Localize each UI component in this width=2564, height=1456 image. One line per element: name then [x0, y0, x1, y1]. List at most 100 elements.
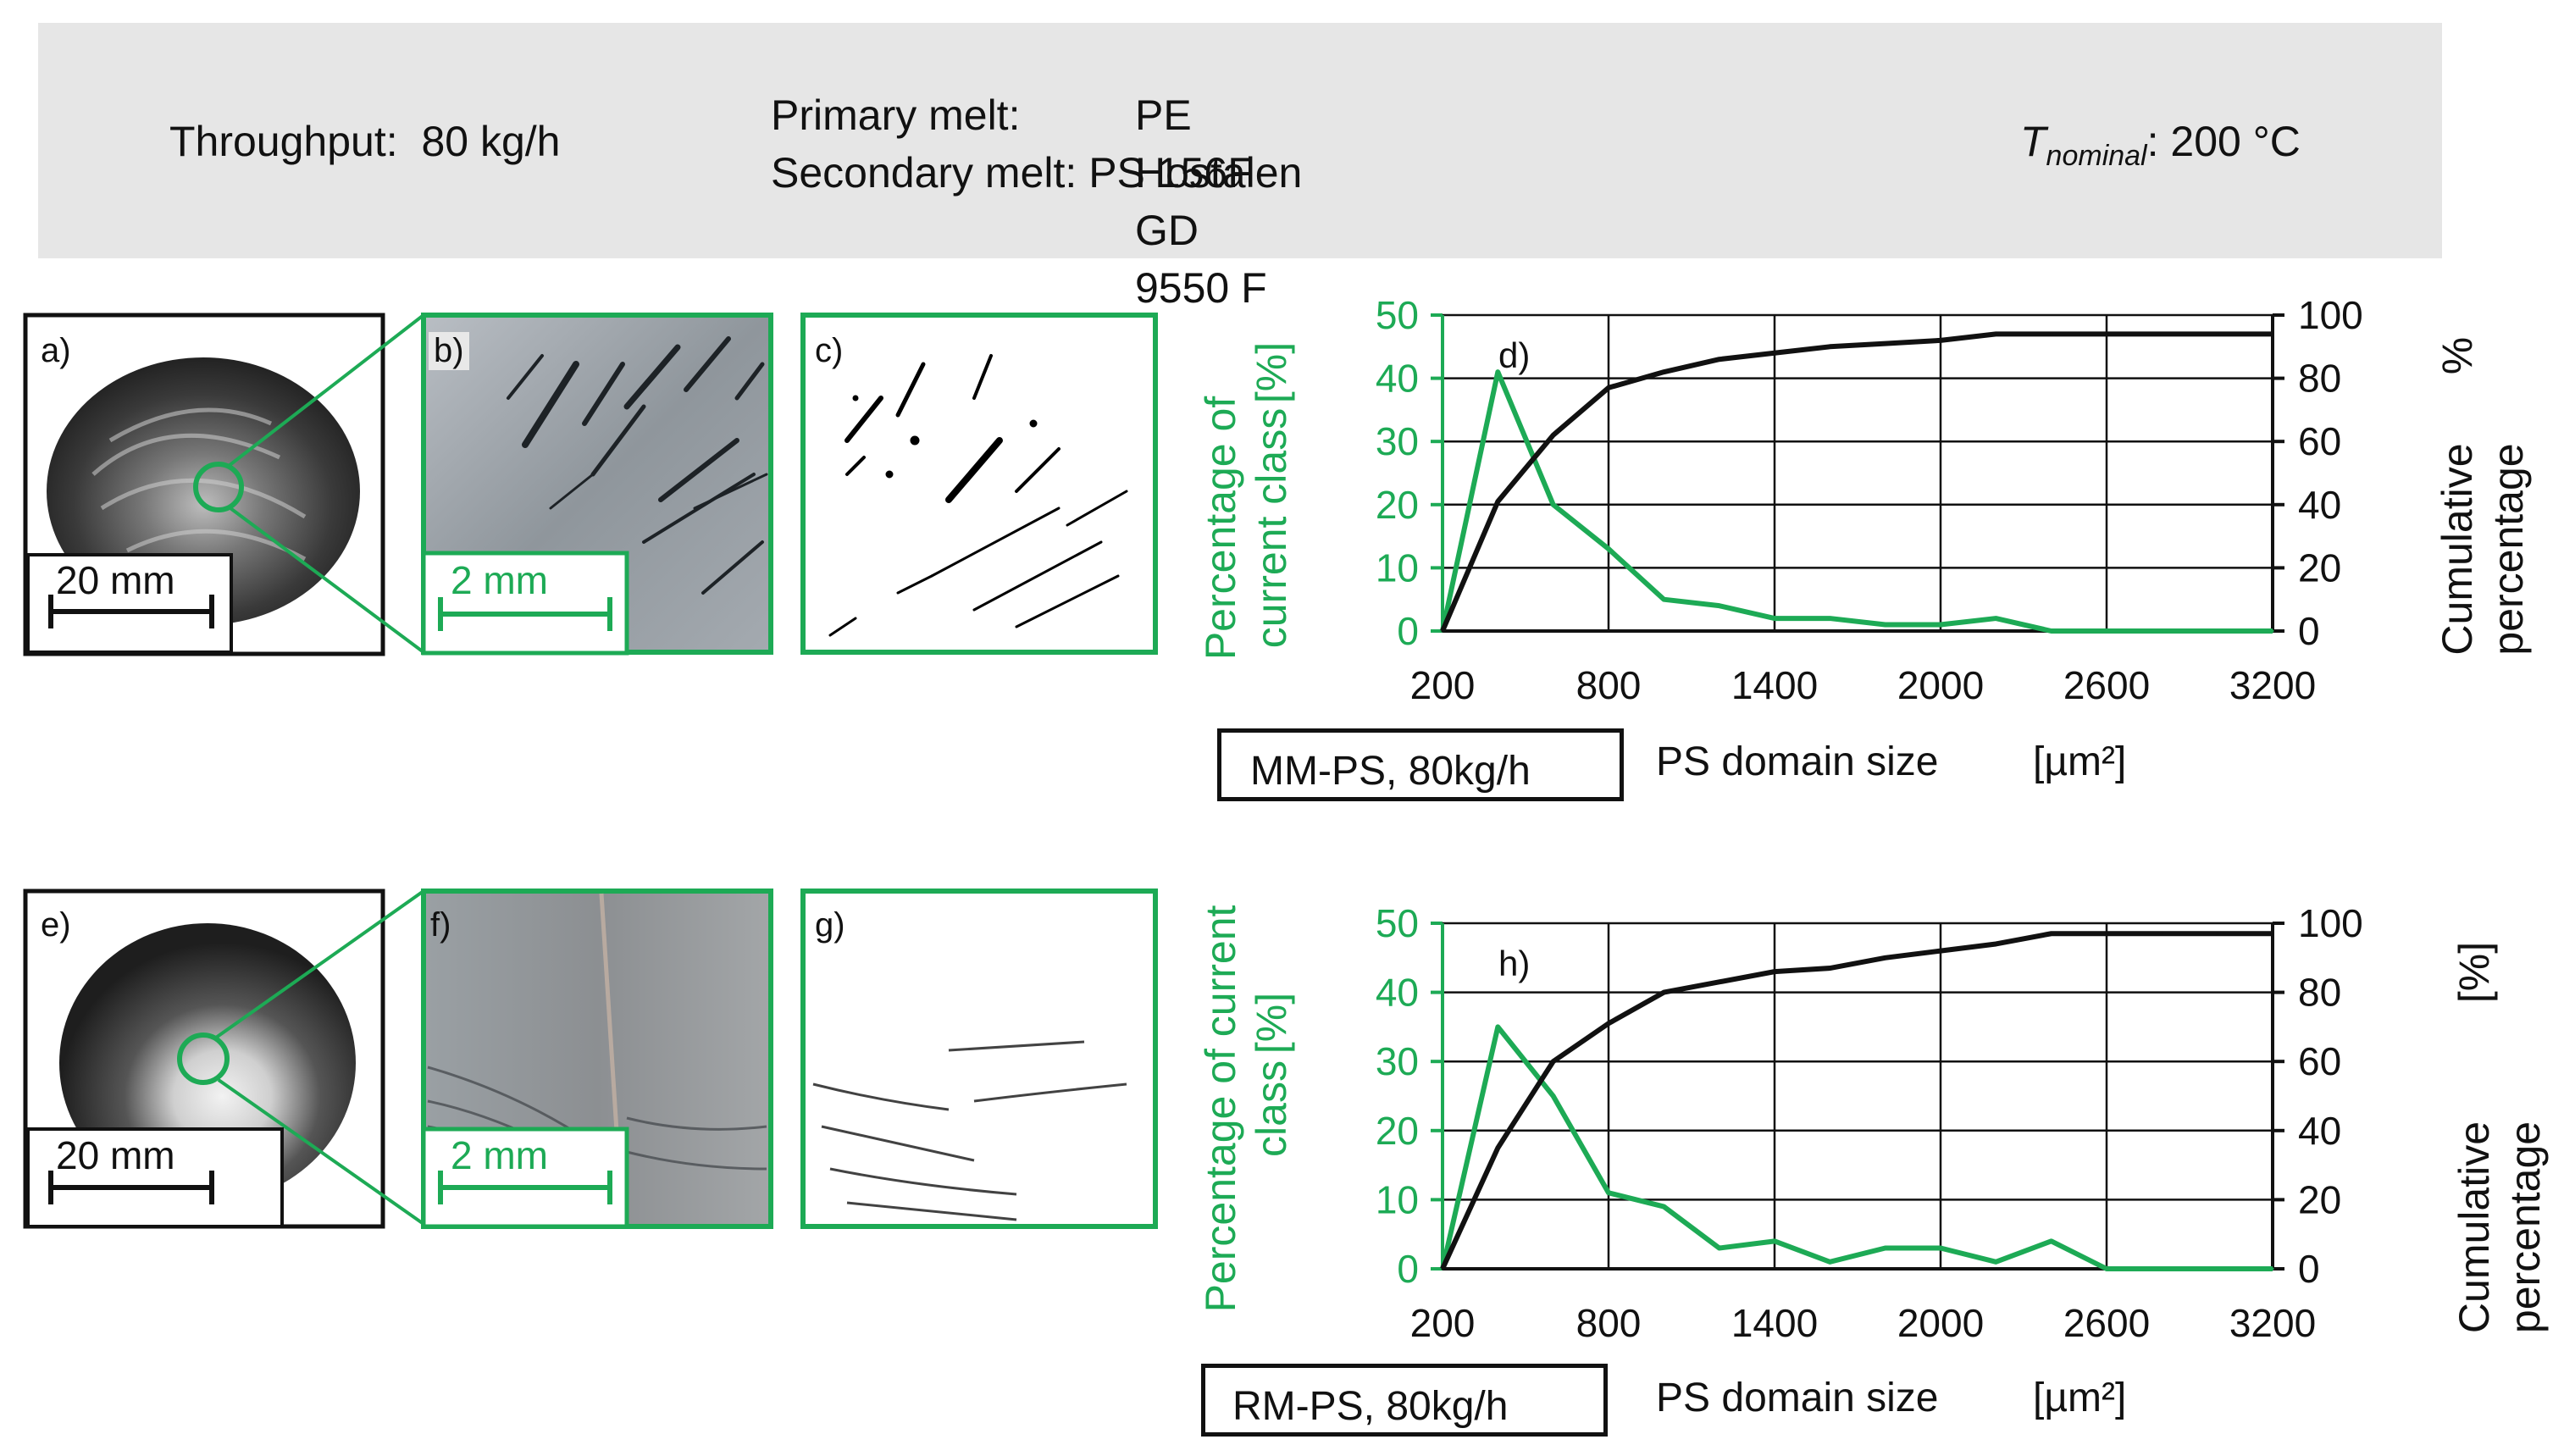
x-tick-label: 800 — [1576, 1301, 1642, 1345]
series-point-cumulative — [1773, 970, 1776, 973]
series-point-cumulative — [2105, 332, 2108, 335]
x-tick-label: 800 — [1576, 663, 1642, 707]
sample-label-box-1: MM-PS, 80kg/h — [1217, 728, 1624, 801]
y-tick-label-left: 20 — [1376, 1109, 1419, 1153]
series-point-cumulative — [1994, 942, 1997, 945]
micro-f-scratch — [599, 893, 625, 1225]
series-point-percentage — [1441, 629, 1444, 633]
micro-g-streaks — [812, 1040, 1127, 1221]
y-tick-label-left: 20 — [1376, 483, 1419, 527]
series-point-cumulative — [1496, 1146, 1499, 1149]
temp-value: : 200 °C — [2146, 118, 2301, 165]
series-point-cumulative — [1552, 1060, 1555, 1063]
y-tick-label-right: 80 — [2298, 971, 2341, 1015]
series-point-percentage — [1884, 623, 1887, 627]
y-axis-unit-right: [%] — [2450, 942, 2498, 1003]
series-point-cumulative — [1718, 980, 1721, 983]
sample-label-1: MM-PS, 80kg/h — [1250, 749, 1531, 794]
series-point-cumulative — [1828, 345, 1831, 348]
y-tick-label-left: 40 — [1376, 357, 1419, 401]
micro-b-streaks — [507, 336, 768, 595]
y-axis-label-left: class — [1248, 1060, 1295, 1157]
series-point-percentage — [1662, 598, 1665, 601]
scale-label-e: 20 mm — [56, 1133, 175, 1177]
x-axis-unit: [µm²] — [2033, 739, 2126, 784]
y-tick-label-right: 100 — [2298, 901, 2363, 945]
series-point-cumulative — [1884, 342, 1887, 346]
y-tick-label-right: 40 — [2298, 483, 2341, 527]
y-tick-label-left: 10 — [1376, 1177, 1419, 1221]
series-point-percentage — [2050, 629, 2053, 633]
zoom-line-e-top — [214, 889, 425, 1039]
y-tick-label-left: 40 — [1376, 971, 1419, 1015]
y-tick-label-left: 30 — [1376, 419, 1419, 463]
series-point-cumulative — [2271, 932, 2274, 935]
y-tick-label-right: 20 — [2298, 545, 2341, 590]
chart-panel-label: h) — [1498, 944, 1530, 983]
throughput-value: 80 kg/h — [421, 118, 561, 165]
series-point-percentage — [1939, 623, 1942, 627]
series-point-percentage — [1884, 1247, 1887, 1250]
sample-label-2: RM-PS, 80kg/h — [1232, 1384, 1509, 1429]
series-point-cumulative — [1662, 370, 1665, 374]
series-point-percentage — [1994, 617, 1997, 620]
melt-info: Primary melt: PE Hostalen GD 9550 F Seco… — [771, 86, 1302, 312]
series-point-percentage — [1552, 503, 1555, 507]
series-point-percentage — [2050, 1239, 2053, 1243]
series-point-cumulative — [1939, 339, 1942, 342]
primary-melt-label: Primary melt: — [771, 91, 1021, 139]
series-point-percentage — [2271, 629, 2274, 633]
x-tick-label: 2600 — [2063, 1301, 2150, 1345]
panel-label-b: b) — [429, 332, 469, 370]
series-point-percentage — [1441, 1267, 1444, 1271]
y-tick-label-right: 20 — [2298, 1177, 2341, 1221]
series-point-percentage — [1773, 617, 1776, 620]
x-tick-label: 2600 — [2063, 663, 2150, 707]
series-line-percentage — [1440, 369, 2273, 634]
panel-g-frame — [800, 889, 1158, 1229]
zoom-line-e-bottom — [217, 1078, 425, 1226]
y-tick-label-right: 60 — [2298, 1039, 2341, 1083]
y-tick-label-left: 30 — [1376, 1039, 1419, 1083]
series-point-percentage — [2105, 629, 2108, 633]
series-point-cumulative — [1662, 991, 1665, 994]
series-point-cumulative — [1607, 386, 1610, 390]
series-point-cumulative — [1994, 332, 1997, 335]
zoom-circle-e — [177, 1032, 230, 1085]
series-line-cumulative — [1440, 331, 2273, 633]
panel-label-f: f) — [430, 906, 451, 944]
series-point-percentage — [1607, 1191, 1610, 1194]
y-axis-unit-left: [%] — [1248, 993, 1295, 1054]
series-point-percentage — [2160, 1267, 2163, 1271]
x-tick-label: 2000 — [1897, 1301, 1984, 1345]
secondary-melt-value: PS 156F — [1088, 149, 1254, 197]
y-tick-label-right: 100 — [2298, 293, 2363, 337]
series-point-cumulative — [1884, 956, 1887, 960]
series-point-percentage — [1607, 547, 1610, 551]
y-tick-label-left: 0 — [1397, 1247, 1419, 1291]
x-tick-label: 200 — [1410, 663, 1476, 707]
x-axis-unit: [µm²] — [2033, 1376, 2126, 1420]
zoom-line-a-top — [227, 313, 425, 468]
scale-label-f: 2 mm — [451, 1133, 548, 1177]
y-tick-label-left: 50 — [1376, 293, 1419, 337]
x-tick-label: 1400 — [1731, 1301, 1818, 1345]
panel-label-e: e) — [41, 906, 71, 944]
x-axis-label: PS domain size — [1656, 1376, 1939, 1420]
disk-a-swirls — [91, 407, 307, 562]
throughput-label: Throughput: — [169, 118, 398, 165]
zoom-line-a-bottom — [229, 507, 425, 654]
y-axis-label-right: percentage — [2484, 443, 2532, 655]
primary-melt-value: PE Hostalen GD 9550 F — [1135, 91, 1303, 312]
x-tick-label: 200 — [1410, 1301, 1476, 1345]
y-tick-label-left: 10 — [1376, 545, 1419, 590]
series-point-percentage — [2216, 1267, 2219, 1271]
y-axis-label-left: Percentage of current — [1197, 905, 1244, 1312]
y-tick-label-right: 0 — [2298, 609, 2320, 653]
panel-label-a: a) — [41, 332, 71, 369]
throughput: Throughput: 80 kg/h — [169, 117, 560, 166]
series-point-cumulative — [2160, 932, 2163, 935]
panel-c-frame — [800, 313, 1158, 655]
x-tick-label: 2000 — [1897, 663, 1984, 707]
series-point-percentage — [1718, 1247, 1721, 1250]
